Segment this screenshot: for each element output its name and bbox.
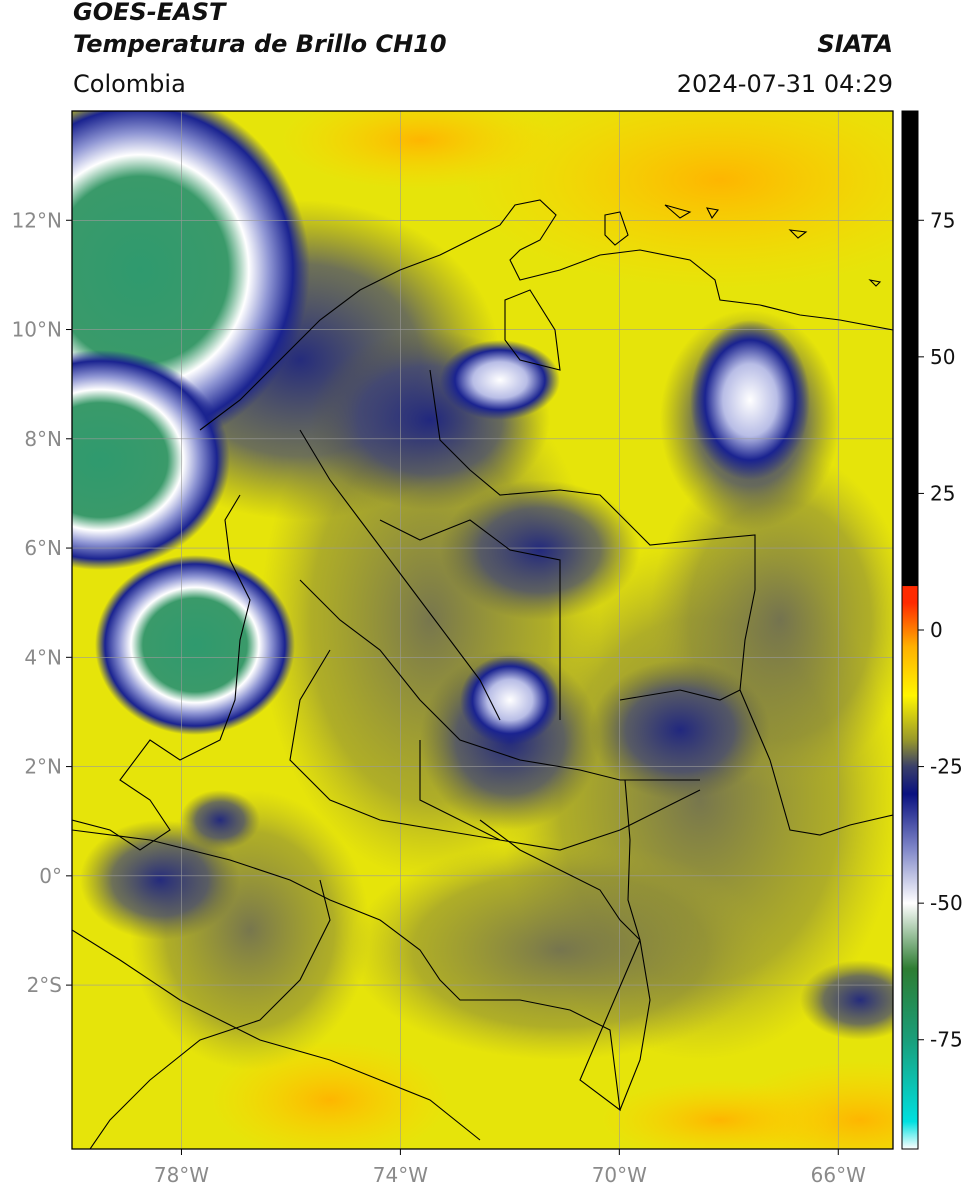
internal-border-3 [299, 579, 700, 781]
lat-tick-label: 6°N [24, 536, 62, 560]
lat-tick-label: 10°N [12, 318, 62, 342]
colorbar-bar [901, 110, 919, 1150]
pacific-coast [72, 494, 251, 851]
island-2 [664, 204, 692, 219]
island-5 [868, 279, 882, 287]
lon-tick-label: 78°W [154, 1163, 209, 1187]
colorbar-tick-label: -75 [930, 1028, 963, 1052]
lat-tick-label: 2°S [27, 973, 62, 997]
island-3 [706, 207, 719, 220]
lon-tick-label: 70°W [592, 1163, 647, 1187]
ecuador-coast [89, 879, 331, 1149]
datetime-label: 2024-07-31 04:29 [676, 70, 893, 98]
boundaries [72, 199, 893, 1149]
internal-border-2 [379, 519, 561, 720]
colorbar-tick-label: 25 [930, 481, 955, 505]
lat-tick-label: 8°N [24, 427, 62, 451]
colorbar-tick-label: 50 [930, 345, 955, 369]
agency-label: SIATA [817, 30, 893, 58]
colombia-border-east [429, 369, 893, 836]
lat-tick-label: 4°N [24, 645, 62, 669]
map-frame [71, 110, 894, 1150]
gridlines [72, 111, 893, 1149]
region-label: Colombia [73, 70, 186, 98]
colorbar-tick-label: 0 [930, 618, 943, 642]
colorbar-tick-label: -25 [930, 755, 963, 779]
colorbar-tick-label: -50 [930, 891, 963, 915]
internal-border-4 [289, 649, 501, 841]
longitude-labels: 78°W 74°W 70°W 66°W [154, 1149, 866, 1187]
colorbar-ticks: 75 50 25 0 -25 -50 -75 [918, 208, 963, 1052]
lat-tick-label: 12°N [12, 208, 62, 232]
internal-border-5 [419, 740, 701, 851]
product-title: Temperatura de Brillo CH10 [73, 30, 447, 58]
latitude-labels: 12°N 10°N 8°N 6°N 4°N 2°N 0° 2°S [12, 208, 72, 997]
lon-tick-label: 74°W [373, 1163, 428, 1187]
internal-border-6 [619, 689, 741, 701]
maracaibo-lake [504, 289, 561, 371]
island-1 [604, 211, 629, 246]
peru-border [72, 929, 481, 1141]
colorbar-tick-label: 75 [930, 208, 955, 232]
internal-border-1 [299, 429, 501, 721]
satellite-title: GOES-EAST [73, 0, 226, 26]
colombia-border-south [72, 819, 641, 1112]
colorbar: 75 50 25 0 -25 -50 -75 [901, 110, 963, 1150]
island-4 [788, 229, 808, 239]
caribbean-coast [199, 199, 893, 431]
venezuela-south [619, 779, 651, 1111]
lat-tick-label: 2°N [24, 755, 62, 779]
lat-tick-label: 0° [39, 864, 62, 888]
lon-tick-label: 66°W [811, 1163, 866, 1187]
brightness-field [72, 111, 893, 1149]
